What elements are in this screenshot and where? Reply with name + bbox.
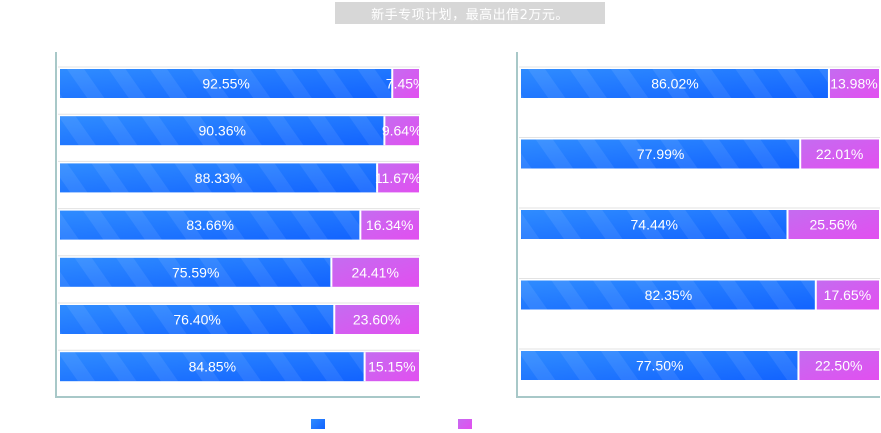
left-label-series-b: 24.41%	[351, 264, 398, 280]
right-bar-series-b	[798, 351, 879, 380]
legend-swatch-series-a	[311, 419, 325, 429]
right-label-series-a: 77.99%	[637, 146, 684, 162]
legend-swatch-series-b	[458, 419, 472, 429]
left-label-series-a: 88.33%	[195, 170, 242, 186]
left-bar-series-b	[331, 257, 419, 287]
right-label-series-b: 22.01%	[816, 146, 863, 162]
right-label-series-a: 74.44%	[631, 217, 678, 233]
left-bar-series-a-texture	[60, 69, 393, 98]
left-label-series-b: 7.45%	[386, 76, 420, 92]
left-label-series-b: 11.67%	[375, 170, 420, 186]
left-label-series-a: 90.36%	[198, 123, 245, 139]
right-label-series-b: 13.98%	[830, 76, 877, 92]
left-bar-series-a-texture	[60, 352, 365, 382]
left-bar-series-a-texture	[60, 210, 361, 240]
left-bar-series-b	[377, 163, 419, 193]
right-bar-series-b	[828, 69, 879, 98]
promo-banner-text: 新手专项计划，最高出借2万元。	[371, 7, 569, 23]
chart-legend	[0, 419, 881, 431]
left-bar-series-a-texture	[60, 305, 335, 334]
left-label-series-b: 23.60%	[353, 312, 400, 328]
left-bar-series-b	[360, 210, 419, 240]
left-stacked-bar-chart: 92.55% 7.45% 90.36% 9.64% 88.33% 11.67% 83.66%…	[55, 52, 420, 398]
left-label-series-a: 84.85%	[189, 359, 236, 375]
right-label-series-a: 82.35%	[645, 287, 692, 303]
right-label-series-a: 86.02%	[651, 76, 698, 92]
right-bar-series-a-texture	[521, 210, 788, 239]
right-bar-series-a-texture	[521, 69, 829, 98]
left-bar-series-a-texture	[60, 116, 385, 146]
left-bar-series-b	[384, 116, 419, 146]
promo-banner: 新手专项计划，最高出借2万元。	[335, 2, 605, 24]
right-bar-series-a-texture	[521, 139, 801, 169]
right-label-series-b: 22.50%	[815, 358, 862, 374]
left-label-series-b: 15.15%	[368, 359, 415, 375]
right-label-series-a: 77.50%	[636, 358, 683, 374]
right-label-series-b: 25.56%	[810, 217, 857, 233]
left-chart-panel: 92.55% 7.45% 90.36% 9.64% 88.33% 11.67% 83.66%…	[55, 52, 420, 398]
left-label-series-b: 16.34%	[366, 217, 413, 233]
left-label-series-a: 75.59%	[172, 264, 219, 280]
right-chart-panel: 86.02% 13.98% 77.99% 22.01% 74.44% 25.56% 82.3…	[516, 52, 880, 398]
left-label-series-b: 9.64%	[382, 123, 420, 139]
right-bar-series-b	[787, 210, 879, 239]
left-bar-series-b	[364, 352, 419, 382]
left-bar-series-a-texture	[60, 163, 378, 193]
left-bar-series-a-texture	[60, 257, 332, 287]
right-stacked-bar-chart: 86.02% 13.98% 77.99% 22.01% 74.44% 25.56% 82.3…	[516, 52, 880, 398]
left-label-series-a: 83.66%	[186, 217, 233, 233]
right-bar-series-b	[800, 139, 879, 169]
left-bar-series-b	[334, 305, 419, 334]
right-bar-series-a-texture	[521, 351, 799, 380]
left-bar-series-b	[392, 69, 419, 98]
right-bar-series-a-texture	[521, 280, 816, 310]
right-label-series-b: 17.65%	[824, 287, 871, 303]
right-bar-series-b	[815, 280, 879, 310]
left-label-series-a: 76.40%	[173, 312, 220, 328]
left-label-series-a: 92.55%	[202, 76, 249, 92]
